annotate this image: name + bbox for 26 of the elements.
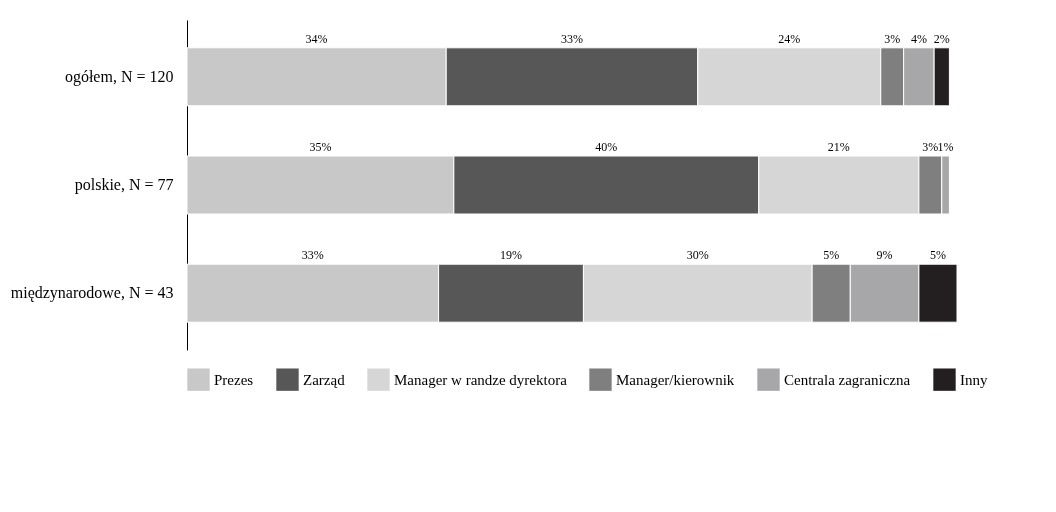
data-label: 30%: [686, 248, 709, 263]
data-label: 1%: [937, 140, 954, 154]
legend-label: Manager/kierownik: [616, 371, 735, 388]
data-label: 33%: [301, 248, 324, 263]
data-label: 19%: [500, 248, 523, 263]
data-label: 3%: [884, 31, 901, 46]
legend-label: Zarząd: [303, 371, 346, 388]
data-label: 24%: [778, 31, 801, 46]
legend-label: Inny: [960, 371, 988, 388]
data-label: 5%: [823, 248, 840, 263]
y-tick-label: międzynarodowe, N = 43: [10, 284, 174, 303]
y-tick-label: polskie, N = 77: [74, 176, 174, 194]
data-label: 2%: [933, 31, 950, 46]
data-label: 9%: [876, 248, 893, 263]
data-label: 21%: [827, 140, 850, 154]
legend-label: Prezes: [214, 371, 254, 388]
data-label: 33%: [561, 31, 583, 46]
data-label: 4%: [910, 31, 927, 46]
data-label: 3%: [922, 140, 939, 154]
data-label: 5%: [929, 248, 946, 263]
data-label: 34%: [305, 31, 328, 46]
legend-label: Centrala zagraniczna: [784, 371, 911, 388]
data-label: 35%: [309, 140, 332, 154]
data-label: 40%: [595, 140, 618, 154]
legend-label: Manager w randze dyrektora: [394, 371, 568, 388]
y-tick-label: ogółem, N = 120: [64, 67, 174, 86]
